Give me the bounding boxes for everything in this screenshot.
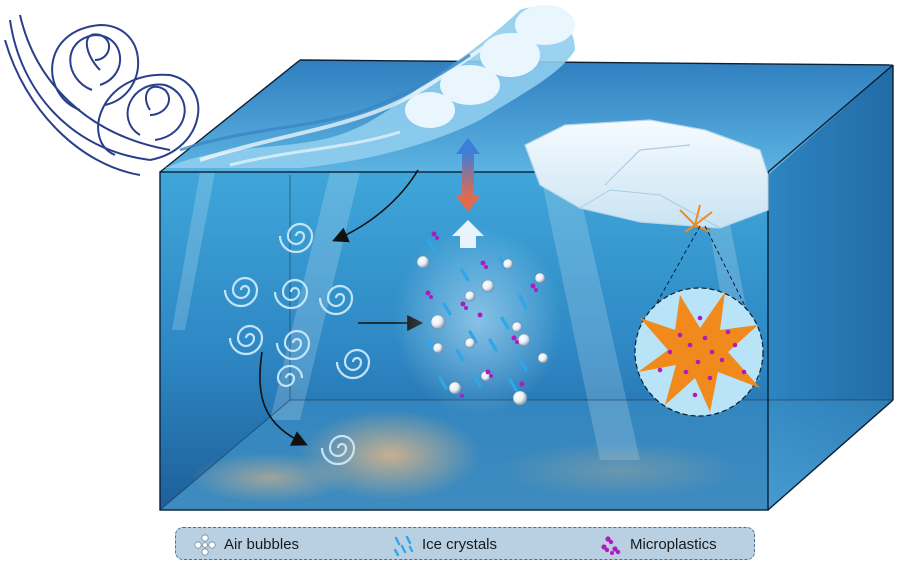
zoom-callout: [634, 225, 764, 417]
breaking-waves: [165, 5, 575, 169]
particle-cloud: [393, 225, 563, 415]
air-sea-exchange-arrow: [456, 138, 480, 212]
turbulent-eddies: [223, 222, 371, 466]
air-bubbles-icon: [194, 533, 216, 556]
sediment-patch: [500, 442, 740, 498]
legend-label: Microplastics: [630, 536, 717, 553]
tank-hidden-edges: [159, 175, 893, 511]
biofilm-spot: [679, 204, 713, 233]
sediment-patch: [190, 453, 350, 503]
legend-label: Ice crystals: [422, 536, 498, 553]
legend: Air bubbles Ice crystals Microplastics: [175, 527, 755, 560]
legend-label: Air bubbles: [224, 536, 300, 553]
microplastics-icon: [601, 535, 621, 555]
microplastics: [425, 231, 538, 398]
legend-item-microplastics: Microplastics: [598, 528, 717, 561]
tank-side-face: [768, 65, 893, 510]
iceberg: [524, 119, 769, 229]
ice-crystals-icon: [393, 535, 414, 556]
legend-item-ice-crystals: Ice crystals: [390, 528, 497, 561]
air-bubbles: [416, 255, 549, 406]
wind-spiral-icon: [4, 14, 200, 176]
legend-item-air-bubbles: Air bubbles: [192, 528, 299, 561]
